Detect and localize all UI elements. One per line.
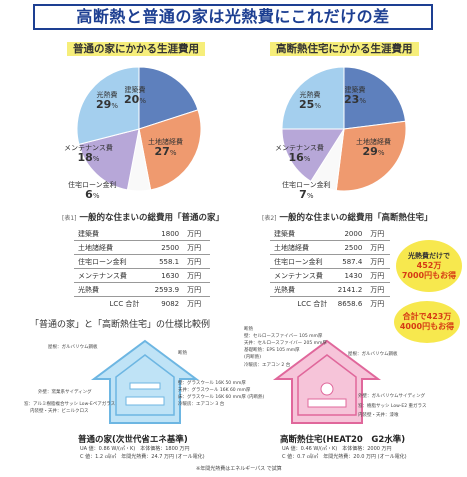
normal-house-ext-wall: 外壁：窯業系サイディング — [38, 390, 92, 395]
right-table-title: [表2] 一般的な住まいの総費用「高断熱住宅」 — [262, 213, 433, 223]
right-cost-table: 建築費 2000 万円 土地諸経費 2500 万円 住宅ローン金利 587.4 万円 メンテ… — [270, 227, 390, 310]
right-slice-label-construction: 建築費 23% — [344, 86, 366, 106]
right-slice-label-land: 土地諸経費 29% — [356, 138, 391, 158]
total-savings-badge: 合計で423万 4000円もお得 — [394, 301, 460, 343]
normal-house-roof-note: 屋根：ガルバリウム鋼板 — [48, 345, 98, 350]
normal-house-caption: 普通の家(次世代省エネ基準) — [78, 435, 188, 445]
energy-savings-badge: 光熱費だけで 452万 7000円もお得 — [396, 240, 462, 292]
footnote: ※年間光熱費はエネルギーパス で試算 — [196, 466, 282, 472]
pie-slice — [281, 66, 345, 130]
left-slice-label-land: 土地諸経費 27% — [148, 138, 183, 158]
table-row: 土地諸経費 2500 万円 — [270, 240, 390, 255]
table-row: メンテナンス費 1430 万円 — [270, 268, 390, 283]
hi-house-aircon-note: 冷暖房：エアコン 2 台 — [244, 363, 291, 368]
right-chart-heading: 高断熱住宅にかかる生涯費用 — [270, 42, 419, 56]
left-table-title: [表1] 一般的な住まいの総費用「普通の家」 — [62, 213, 225, 223]
hi-house-insulation-line: 壁：セルロースファイバー 105 mm厚 — [244, 334, 323, 339]
normal-house-aircon-note: 冷暖房：エアコン 3 台 — [178, 402, 225, 407]
left-slice-label-maintenance: メンテナンス費 18% — [64, 144, 113, 164]
table-row: 土地諸経費 2500 万円 — [74, 240, 210, 255]
right-pie-chart — [281, 66, 407, 192]
pie-slice — [281, 128, 345, 183]
left-slice-label-construction: 建築費 20% — [124, 86, 146, 106]
spec-section-title: 「普通の家」と「高断熱住宅」の仕様比較例 — [30, 320, 211, 330]
hi-house-spec-2: C 値：0.7 ㎠/㎡ 年間光熱費：20.0 万円 (オール電化) — [282, 454, 407, 460]
left-cost-table: 建築費 1800 万円 土地諸経費 2500 万円 住宅ローン金利 558.1 万円 メンテ… — [74, 227, 210, 310]
pie-slice — [78, 128, 140, 191]
normal-house-interior: 内装壁・天井：ビニルクロス — [30, 409, 89, 414]
hi-house-insulation-line: (内断熱) — [244, 355, 262, 360]
pie-slice — [335, 120, 407, 192]
right-slice-label-loan: 住宅ローン金利 7% — [282, 181, 331, 201]
normal-house-insulation-line: 床：グラスウール 16K 60 mm厚 (内断熱) — [178, 395, 265, 400]
pie-slice — [343, 66, 407, 130]
table-row: 建築費 1800 万円 — [74, 227, 210, 241]
table-row: 住宅ローン金利 558.1 万円 — [74, 254, 210, 269]
hi-house-interior: 内装壁・天井：漆喰 — [358, 413, 399, 418]
hi-house-ext-wall: 外壁：ガルバリウムサイディング — [358, 394, 426, 399]
table-total-row: LCC 合計 8658.6 万円 — [297, 299, 385, 308]
right-slice-label-maintenance: メンテナンス費 16% — [275, 144, 324, 164]
normal-house-insulation-line: 天井：グラスウール 16K 60 mm厚 — [178, 388, 251, 393]
normal-house-window: 窓：アルミ樹脂複合サッシ Low-Eペアガラス — [24, 402, 116, 407]
pie-slice — [138, 109, 202, 191]
normal-house-spec-1: UA 値：0.86 W/(㎡・K) 本体価格：1800 万円 — [80, 446, 190, 452]
page-title-box: 高断熱と普通の家は光熱費にこれだけの差 — [33, 4, 433, 30]
normal-house-insulation-label: 断熱 — [178, 351, 187, 356]
left-slice-label-energy: 光熱費 29% — [96, 91, 118, 111]
right-slice-label-energy: 光熱費 25% — [299, 91, 321, 111]
normal-house-insulation-line: 壁：グラスウール 16K 50 mm厚 — [178, 381, 246, 386]
table-total-row: LCC 合計 9082 万円 — [109, 299, 202, 308]
hi-house-roof-note: 屋根：ガルバリウム鋼板 — [348, 352, 398, 357]
hi-house-insulation-label: 断熱 — [244, 327, 253, 332]
left-chart-heading: 普通の家にかかる生涯費用 — [67, 42, 205, 56]
normal-house-illustration — [90, 339, 200, 424]
hi-house-insulation-line: 天井：セルロースファイバー 205 mm厚 — [244, 341, 327, 346]
table-row: メンテナンス費 1630 万円 — [74, 268, 210, 283]
left-slice-label-loan: 住宅ローン金利 6% — [68, 181, 117, 201]
pie-slice — [76, 66, 140, 146]
pie-slice — [138, 66, 199, 130]
table-row: 光熱費 2593.9 万円 — [74, 282, 210, 297]
hi-house-insulation-line: 基礎断熱：EPS 105 mm厚 — [244, 348, 300, 353]
hi-house-window: 窓：樹脂サッシ Low-E2 重ガラス — [358, 404, 427, 409]
table-row: 光熱費 2141.2 万円 — [270, 282, 390, 297]
table-row: 建築費 2000 万円 — [270, 227, 390, 241]
hi-house-spec-1: UA 値：0.46 W/(㎡・K) 本体価格：2000 万円 — [282, 446, 392, 452]
table-row: 住宅ローン金利 587.4 万円 — [270, 254, 390, 269]
high-insulation-house-illustration — [272, 339, 382, 424]
normal-house-spec-2: C 値：1.2 ㎠/㎡ 年間光熱費：24.7 万円 (オール電化) — [80, 454, 205, 460]
hi-house-caption: 高断熱住宅(HEAT20 G2水準) — [280, 435, 406, 445]
left-pie-chart — [76, 66, 202, 192]
page-title: 高断熱と普通の家は光熱費にこれだけの差 — [76, 7, 390, 26]
